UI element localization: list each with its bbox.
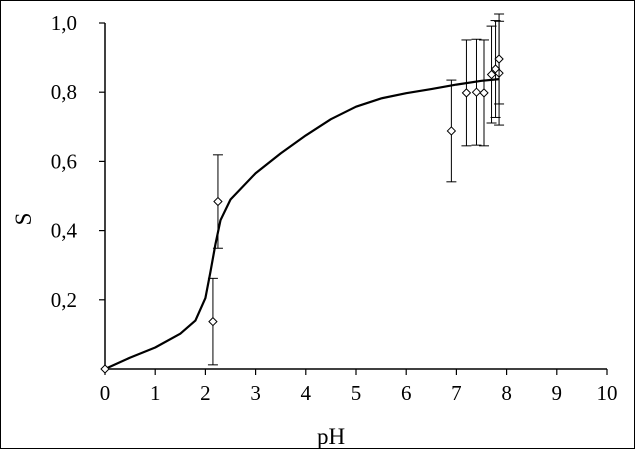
data-point xyxy=(208,316,218,327)
data-point xyxy=(494,54,504,64)
x-tick-label: 7 xyxy=(451,381,462,405)
data-point xyxy=(479,88,489,98)
x-tick-label: 3 xyxy=(250,381,261,405)
y-axis-title: S xyxy=(11,213,36,226)
ticks: 0 1 2 3 4 5 6 7 8 9 10 0,2 0,4 0,6 0,8 1,0 xyxy=(51,11,618,405)
y-tick-label: 0,2 xyxy=(51,288,77,312)
x-tick-label: 2 xyxy=(200,381,211,405)
y-tick-label: 0,6 xyxy=(51,149,77,173)
x-tick-label: 9 xyxy=(552,381,563,405)
x-tick-label: 8 xyxy=(501,381,512,405)
x-axis-title: pH xyxy=(317,424,345,448)
data-point xyxy=(486,69,497,80)
x-tick-label: 1 xyxy=(150,381,161,405)
x-tick-label: 5 xyxy=(351,381,362,405)
x-tick-label: 4 xyxy=(301,381,312,405)
y-tick-label: 0,4 xyxy=(51,219,78,243)
data-points-layer xyxy=(100,13,505,374)
data-point xyxy=(471,87,482,97)
fit-curve-layer xyxy=(104,78,500,371)
data-point xyxy=(100,364,110,374)
y-tick-label: 1,0 xyxy=(51,11,77,35)
x-tick-label: 10 xyxy=(597,381,618,405)
data-point xyxy=(461,88,472,98)
fit-curve xyxy=(104,78,500,371)
data-point xyxy=(446,126,457,136)
data-point xyxy=(213,196,223,207)
y-tick-label: 0,8 xyxy=(51,80,77,104)
x-tick-label: 6 xyxy=(401,381,412,405)
axes xyxy=(104,23,607,370)
x-tick-label: 0 xyxy=(100,381,111,405)
